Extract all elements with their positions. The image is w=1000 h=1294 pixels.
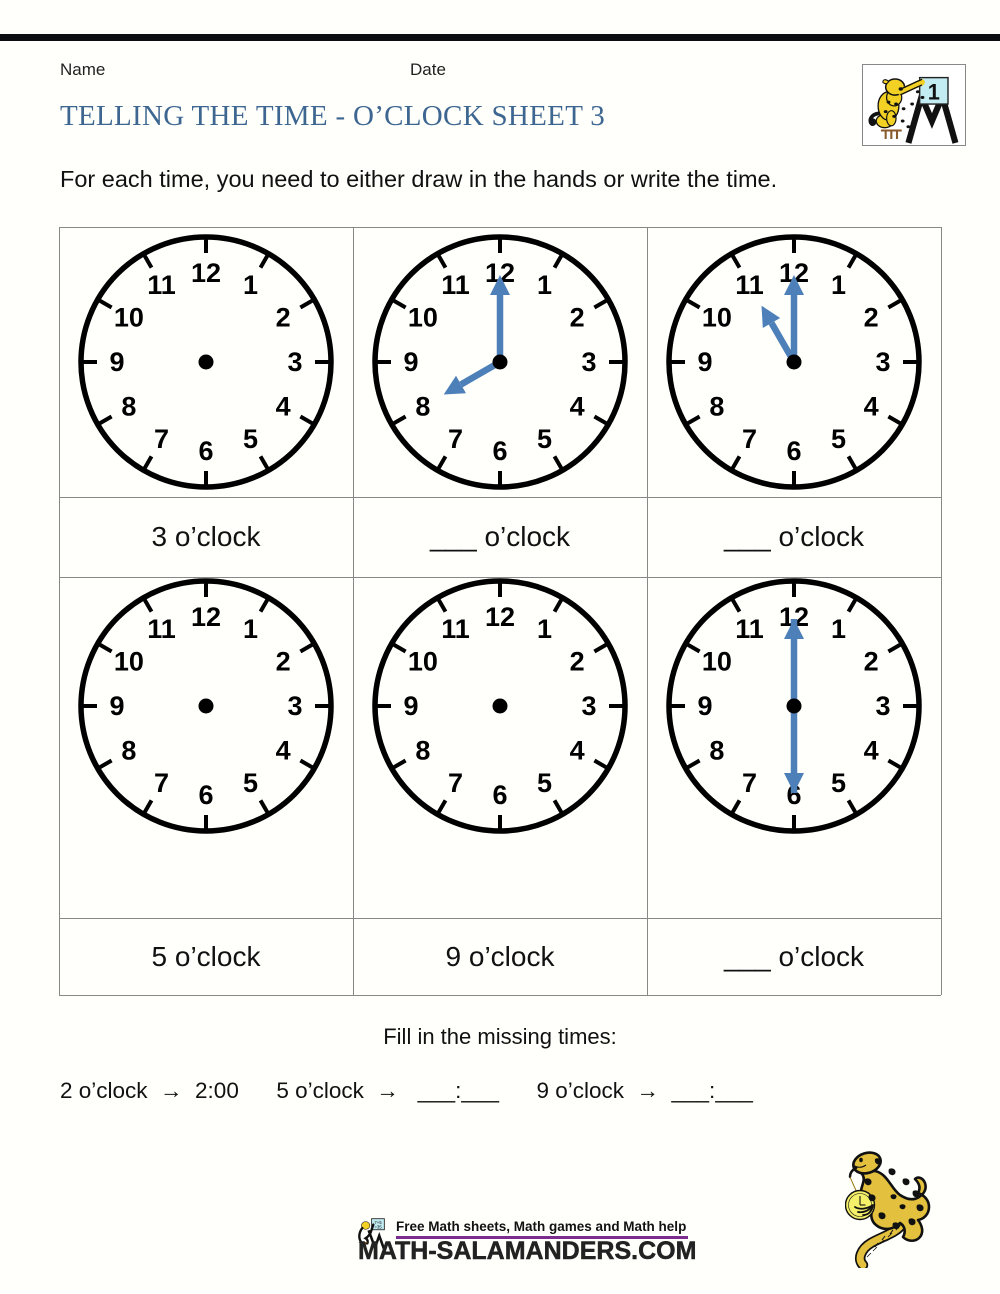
svg-text:10: 10: [408, 647, 438, 677]
svg-text:7: 7: [154, 768, 169, 798]
svg-text:4: 4: [864, 392, 879, 422]
svg-text:2: 2: [570, 647, 585, 677]
svg-text:3: 3: [287, 347, 302, 377]
svg-text:11: 11: [441, 270, 470, 300]
svg-text:9: 9: [697, 347, 712, 377]
svg-text:8: 8: [709, 736, 724, 766]
svg-text:12: 12: [191, 602, 221, 632]
svg-text:4: 4: [570, 736, 585, 766]
svg-text:10: 10: [408, 303, 438, 333]
svg-text:12: 12: [191, 258, 221, 288]
svg-text:10: 10: [702, 303, 732, 333]
svg-text:4: 4: [570, 392, 585, 422]
svg-text:9: 9: [697, 691, 712, 721]
svg-text:9: 9: [109, 691, 124, 721]
svg-text:11: 11: [147, 270, 176, 300]
svg-text:9: 9: [403, 347, 418, 377]
svg-text:6: 6: [492, 780, 507, 810]
svg-text:3: 3: [581, 691, 596, 721]
svg-text:5: 5: [831, 768, 846, 798]
svg-text:7: 7: [154, 424, 169, 454]
svg-text:5: 5: [243, 424, 258, 454]
svg-text:10: 10: [702, 647, 732, 677]
svg-text:10: 10: [114, 647, 144, 677]
svg-text:8: 8: [415, 392, 430, 422]
svg-text:4: 4: [276, 392, 291, 422]
svg-text:7: 7: [448, 768, 463, 798]
svg-text:6: 6: [198, 780, 213, 810]
svg-text:2: 2: [864, 303, 879, 333]
svg-text:6: 6: [786, 436, 801, 466]
svg-text:1: 1: [537, 614, 552, 644]
svg-text:5: 5: [243, 768, 258, 798]
svg-text:3: 3: [287, 691, 302, 721]
svg-text:8: 8: [709, 392, 724, 422]
svg-text:8: 8: [121, 392, 136, 422]
svg-text:8: 8: [121, 736, 136, 766]
svg-text:1: 1: [537, 270, 552, 300]
svg-text:1: 1: [243, 614, 258, 644]
svg-text:5: 5: [831, 424, 846, 454]
svg-text:11: 11: [441, 614, 470, 644]
svg-text:2: 2: [570, 303, 585, 333]
svg-text:=35: =35: [374, 1224, 382, 1229]
svg-text:3: 3: [875, 691, 890, 721]
svg-text:1: 1: [243, 270, 258, 300]
svg-text:4: 4: [864, 736, 879, 766]
svg-text:2: 2: [864, 647, 879, 677]
svg-text:3: 3: [581, 347, 596, 377]
svg-text:11: 11: [147, 614, 176, 644]
svg-text:1: 1: [928, 79, 940, 104]
svg-text:10: 10: [114, 303, 144, 333]
svg-text:7: 7: [742, 424, 757, 454]
svg-text:9: 9: [109, 347, 124, 377]
svg-text:7: 7: [742, 768, 757, 798]
svg-text:7: 7: [448, 424, 463, 454]
svg-text:3: 3: [875, 347, 890, 377]
svg-text:11: 11: [735, 270, 764, 300]
svg-text:9: 9: [403, 691, 418, 721]
svg-text:5: 5: [537, 768, 552, 798]
svg-text:5: 5: [537, 424, 552, 454]
svg-text:2: 2: [276, 303, 291, 333]
svg-text:11: 11: [735, 614, 764, 644]
svg-text:12: 12: [485, 602, 515, 632]
svg-text:1: 1: [831, 614, 846, 644]
svg-text:6: 6: [492, 436, 507, 466]
svg-text:6: 6: [198, 436, 213, 466]
svg-text:4: 4: [276, 736, 291, 766]
svg-text:8: 8: [415, 736, 430, 766]
svg-text:1: 1: [831, 270, 846, 300]
svg-text:2: 2: [276, 647, 291, 677]
